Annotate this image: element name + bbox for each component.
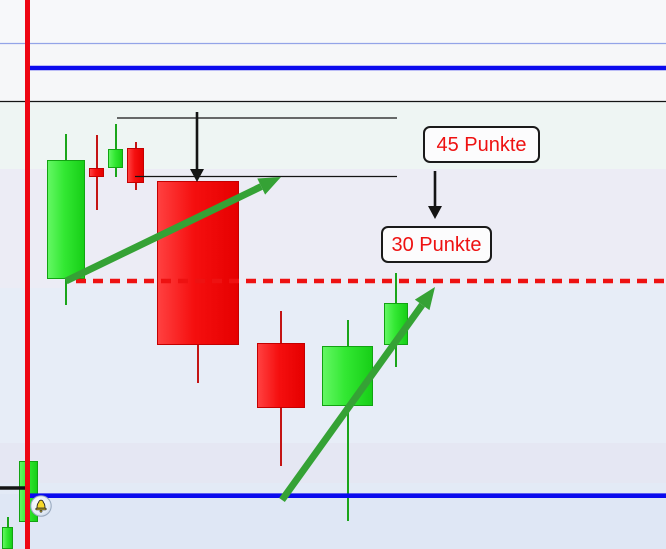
candle-bullish [47,160,85,279]
candle-bearish [89,168,104,177]
green-up-arrow-right-head[interactable] [414,287,435,311]
black-down-arrow-right-head[interactable] [428,206,442,219]
candle-bullish [108,149,123,168]
candle-bearish [257,343,305,408]
annotation-label-30: 30 Punkte [391,233,482,256]
annotation-label-45: 45 Punkte [436,133,527,156]
annotation-box-45-punkte[interactable]: 45 Punkte [423,126,540,163]
candle-bearish [157,181,239,345]
black-down-arrow-left-head[interactable] [190,169,204,182]
candle-bearish [127,148,144,183]
green-up-arrow-right[interactable] [279,302,426,503]
candle-wick [346,320,349,521]
alert-bell-icon[interactable] [30,495,52,517]
candle-bullish [322,346,373,406]
annotation-box-30-punkte[interactable]: 30 Punkte [381,226,492,263]
green-up-arrow-left[interactable] [64,183,263,285]
green-up-arrow-left-head[interactable] [257,177,281,195]
